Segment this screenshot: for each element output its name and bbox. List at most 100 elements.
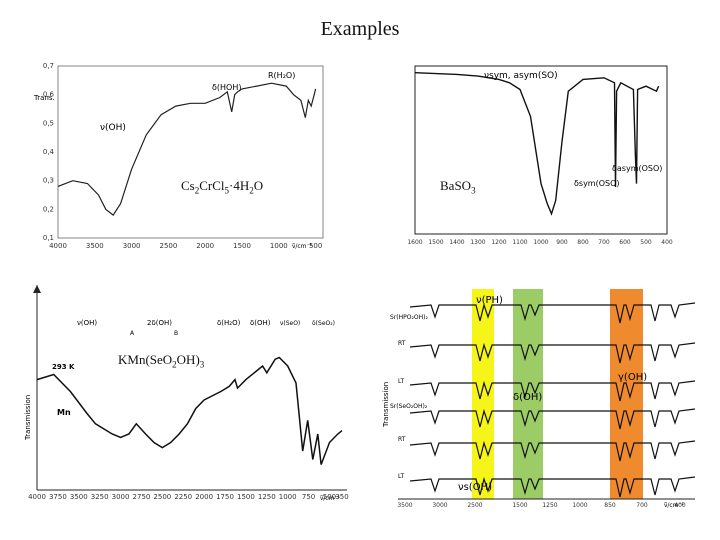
x-tick-label: 1500 [237,493,255,501]
annotation-nu-seo: ν(SeO) [280,320,300,327]
ir-spectrum-cs2crcl5: 0,7 0,6 0,5 0,4 0,3 0,2 0,1 4000 3500 3000 2500 20… [30,58,330,258]
ir-spectrum-kmn: 4000 3750 3500 3250 3000 2750 2500 2250 2000 1750… [22,285,352,505]
x-tick-label: 1250 [258,493,276,501]
y-axis-label: Transmission [382,382,390,428]
x-tick-label: 500 [323,493,336,501]
band-label-nu-ph: ν(PH) [476,295,503,306]
band-label-delta-oh: δ(OH) [513,392,542,403]
spectrum-line [409,440,696,462]
x-tick-label: 1000 [533,239,548,246]
x-tick-label: 400 [674,502,686,509]
series-label-lt-2: LT [398,473,405,480]
spectrum-plot-1: 0,7 0,6 0,5 0,4 0,3 0,2 0,1 4000 3500 3000 2500 20… [33,62,324,250]
y-tick-label: 0,2 [43,205,54,213]
x-tick-label: 600 [619,239,631,246]
label-baso3: BaSO3 [440,178,476,196]
x-tick-label: 3500 [397,502,412,509]
x-tick-label: 800 [577,239,589,246]
x-tick-label: 750 [302,493,315,501]
y-axis-label: Trans. [33,94,55,102]
x-tick-label: 1200 [491,239,506,246]
x-tick-label: 400 [661,239,673,246]
annotation-a: A [130,330,135,337]
annotation-delta-asym-oso: δasym(OSO) [612,164,662,173]
annotation-b: B [174,330,178,337]
annotation-delta-sym-oso: δsym(OSO) [574,179,620,188]
annotation-nu-so: νsym, asym(SO) [484,71,558,81]
band-nu-ph [472,289,494,499]
x-tick-label: 1750 [216,493,234,501]
y-tick-label: 0,7 [43,62,54,70]
x-tick-label: 500 [309,242,322,250]
x-tick-label: 3000 [123,242,141,250]
ir-spectrum-sr-compounds: 3500 3000 2500 1500 1250 1000 850 700 400 Transm… [380,285,700,513]
x-tick-label: 1100 [512,239,527,246]
x-tick-label: 1000 [270,242,288,250]
series-label-sr-hpo: Sr(HPO₂OH)₂ [390,314,428,321]
x-tick-label: 3750 [49,493,67,501]
x-tick-label: 1300 [470,239,485,246]
x-tick-label: 1250 [542,502,557,509]
x-tick-label: 1000 [279,493,297,501]
x-tick-label: 2000 [196,242,214,250]
x-tick-label: 2000 [195,493,213,501]
x-tick-label: 1500 [233,242,251,250]
annotation-delta-h2o: δ(H₂O) [217,319,241,327]
x-tick-label: 3000 [432,502,447,509]
series-label-lt-1: LT [398,378,405,385]
x-tick-label: 500 [640,239,652,246]
spectrum-line [409,476,696,498]
x-axis-label: ν̃/cm⁻¹ [664,502,685,509]
label-kmn: KMn(SeO2OH)3 [118,352,205,370]
x-tick-label: 3000 [112,493,130,501]
band-gamma-oh [610,289,643,499]
x-tick-label: 4000 [28,493,46,501]
x-tick-label: 3250 [91,493,109,501]
annotation-delta-seo2: δ(SeO₂) [312,320,335,327]
x-tick-label: 2500 [467,502,482,509]
slide-title: Examples [320,18,400,40]
annotation-r-h2o: R(H₂O) [268,71,295,80]
y-tick-label: 0,4 [43,148,55,156]
annotation-delta-hoh: δ(HOH) [212,83,241,92]
x-tick-label: 2750 [133,493,151,501]
y-tick-label: 0,5 [43,119,54,127]
ir-spectrum-baso3: 1600 1500 1400 1300 1200 1100 1000 900 800 700 600… [380,58,675,258]
y-tick-label: 0,6 [43,91,55,99]
x-tick-label: 1000 [572,502,587,509]
x-tick-label: 1500 [512,502,527,509]
x-tick-label: 350 [335,493,348,501]
x-tick-label: 900 [556,239,568,246]
x-tick-label: 1400 [449,239,464,246]
band-label-gamma-oh: γ(OH) [618,372,647,383]
annotation-nu-oh: ν(OH) [100,123,126,133]
x-tick-label: 2500 [153,493,171,501]
spectrum-line [409,342,696,364]
spectrum-plot-3: 4000 3750 3500 3250 3000 2750 2500 2250 2000 1750… [24,285,349,502]
x-tick-label: 850 [604,502,616,509]
spectrum-line [409,380,696,402]
x-tick-label: 2250 [174,493,192,501]
y-tick-label: 0,1 [43,234,54,242]
x-tick-label: 1500 [428,239,443,246]
annotation-nu-oh: ν(OH) [77,319,97,327]
spectrum-plot-2: 1600 1500 1400 1300 1200 1100 1000 900 800 700 600… [407,65,673,246]
series-label-rt-2: RT [398,436,406,443]
band-delta-oh [513,289,543,499]
annotation-mn: Mn [57,408,71,417]
annotation-delta-oh: δ(OH) [250,319,271,327]
y-tick-label: 0,3 [43,177,54,185]
label-cs2crcl5: Cs2CrCl5·4H2O [181,178,264,196]
x-axis-label: ν̃/cm⁻¹ [320,495,341,502]
x-tick-label: 3500 [86,242,104,250]
x-tick-label: 2500 [160,242,178,250]
y-axis-label: Transmission [24,395,32,441]
x-tick-label: 1600 [407,239,422,246]
x-tick-label: 700 [636,502,648,509]
spectrum-plot-4: 3500 3000 2500 1500 1250 1000 850 700 400 Transm… [382,289,696,509]
annotation-293k: 293 K [52,363,75,371]
x-tick-label: 3500 [70,493,88,501]
series-label-sr-seo: Sr(SeO₂OH)₂ [390,403,428,410]
x-tick-label: 700 [598,239,610,246]
band-label-nus-oh: νs(OH) [458,482,492,493]
